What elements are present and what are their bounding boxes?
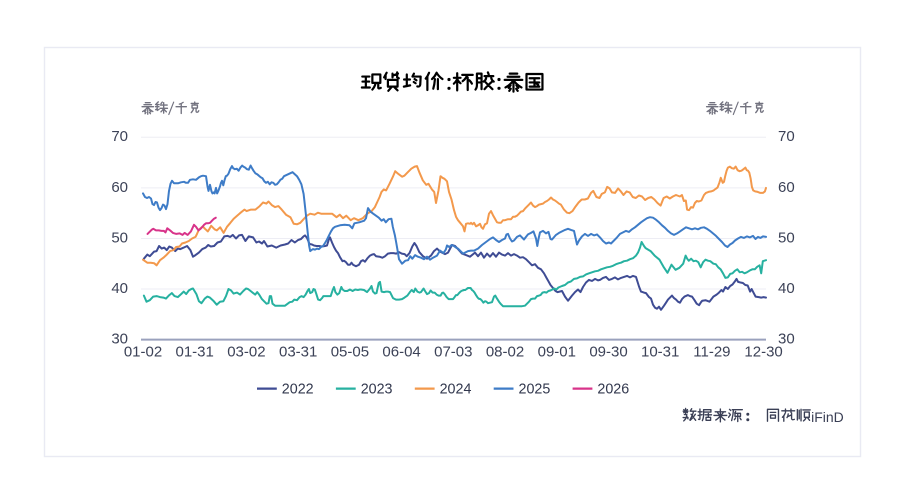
svg-text:03-02: 03-02 [227,344,265,361]
svg-text:12-30: 12-30 [744,344,782,361]
svg-text:2022: 2022 [282,382,314,398]
svg-text:40: 40 [778,280,795,297]
svg-text:10-31: 10-31 [641,344,679,361]
svg-text:03-31: 03-31 [279,344,317,361]
svg-text:60: 60 [111,179,128,196]
svg-text:60: 60 [778,179,795,196]
svg-text:09-01: 09-01 [538,344,576,361]
svg-text:50: 50 [111,229,128,246]
svg-text:06-04: 06-04 [382,344,420,361]
svg-text:2023: 2023 [361,382,393,398]
svg-text:iFinD: iFinD [811,409,844,425]
svg-text:70: 70 [111,128,128,145]
svg-text:50: 50 [778,229,795,246]
svg-text:2026: 2026 [597,382,629,398]
svg-text:30: 30 [111,331,128,348]
svg-text:30: 30 [778,331,795,348]
svg-text:2025: 2025 [519,382,551,398]
svg-text:70: 70 [778,128,795,145]
svg-text:08-02: 08-02 [486,344,524,361]
svg-text:40: 40 [111,280,128,297]
svg-text:09-30: 09-30 [589,344,627,361]
svg-text:11-29: 11-29 [693,344,730,361]
svg-text:2024: 2024 [440,382,472,398]
svg-text:01-31: 01-31 [176,344,214,361]
svg-text:07-03: 07-03 [434,344,472,361]
svg-text:05-05: 05-05 [331,344,369,361]
svg-text:01-02: 01-02 [124,344,162,361]
